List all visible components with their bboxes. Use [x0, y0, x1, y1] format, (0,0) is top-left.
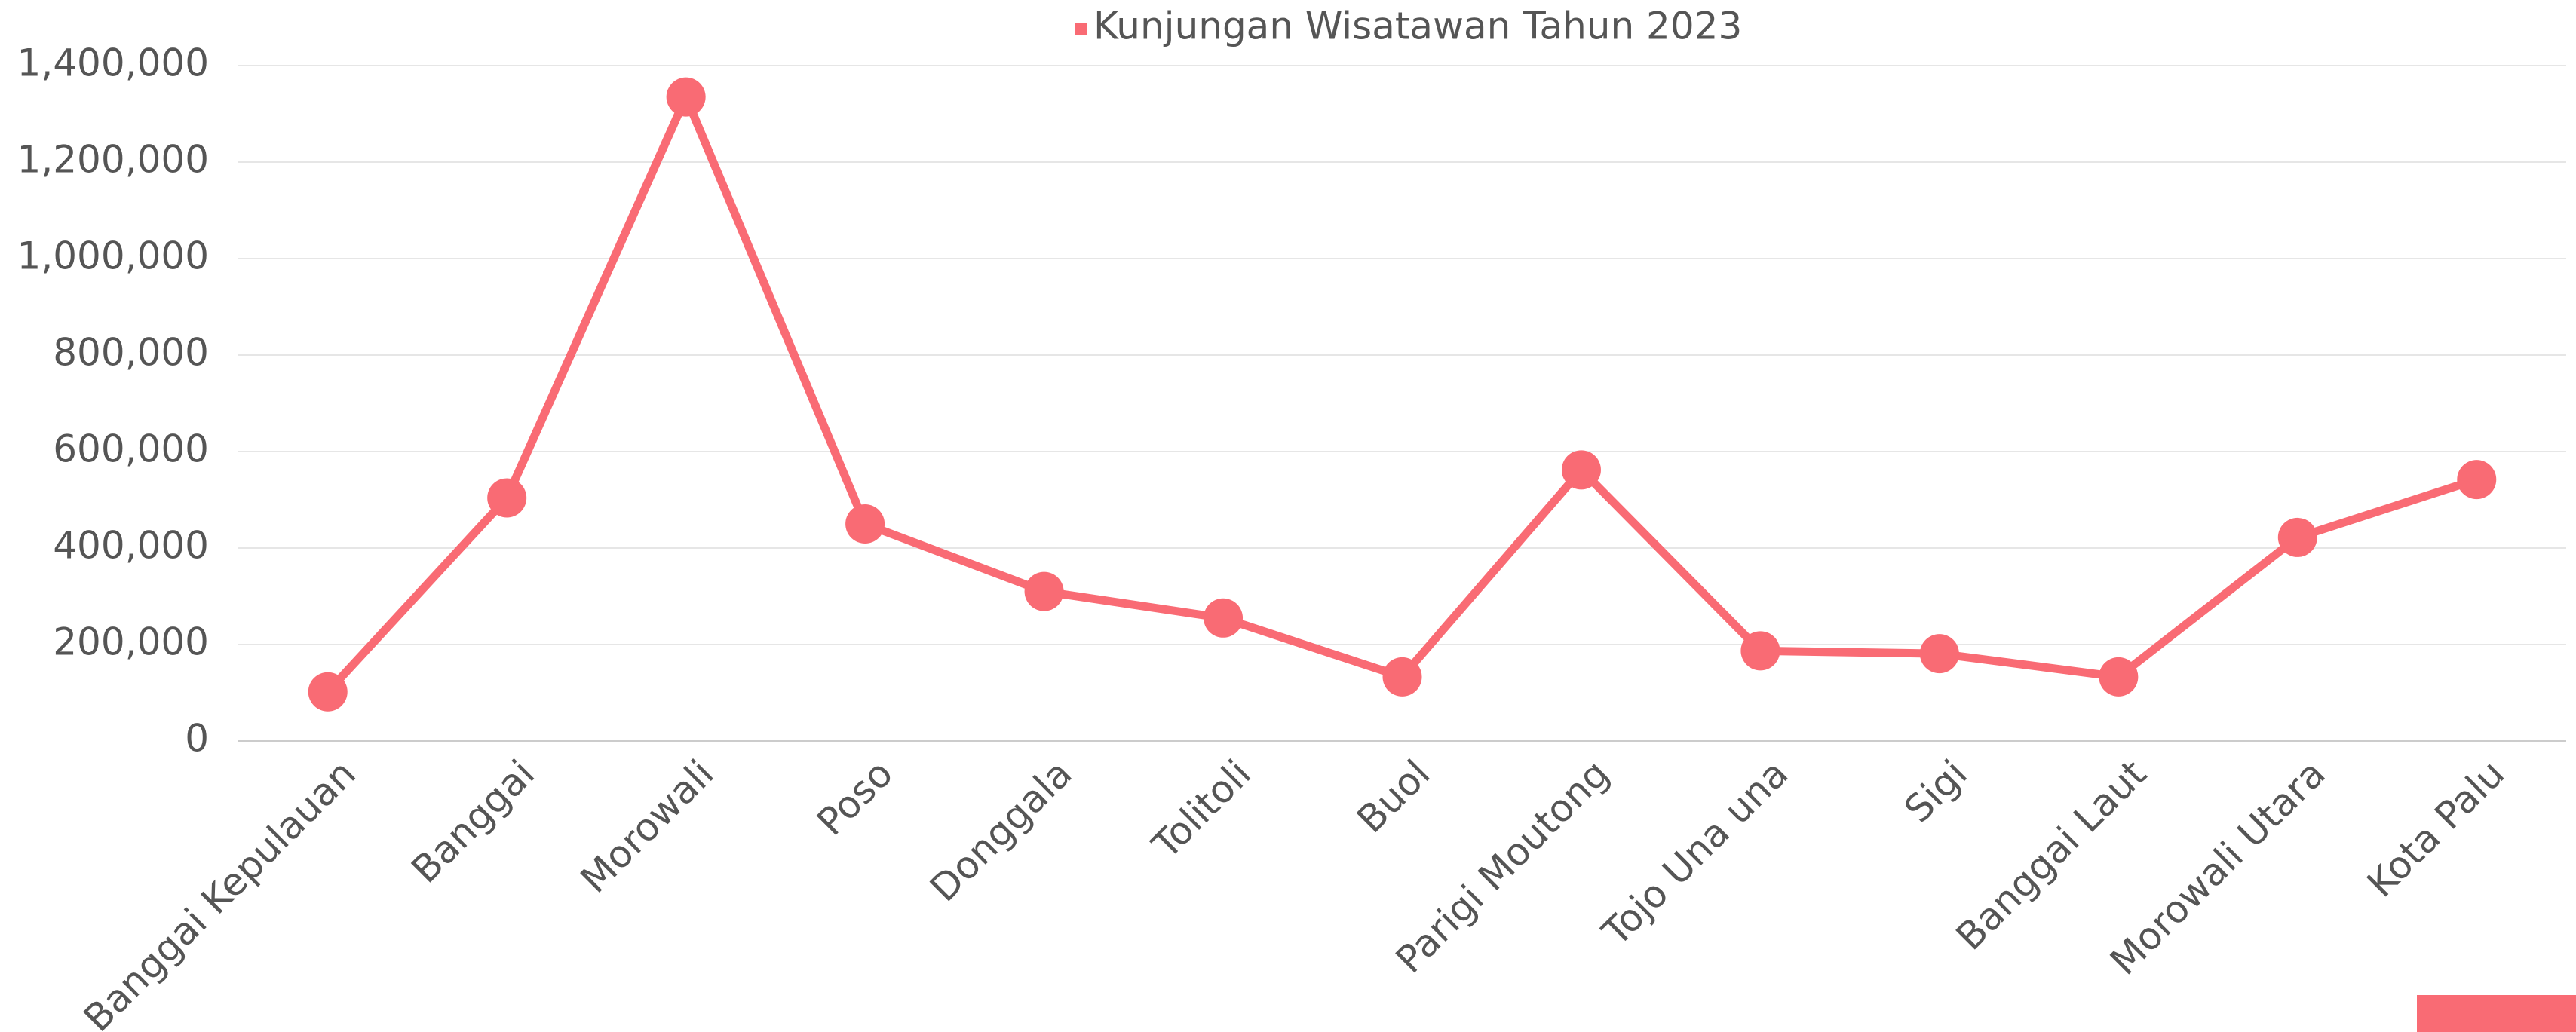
marker	[1561, 450, 1601, 490]
y-tick-label: 1,400,000	[17, 41, 209, 85]
marker	[2457, 460, 2497, 500]
marker	[1382, 657, 1422, 697]
legend-label: Kunjungan Wisatawan Tahun 2023	[1093, 5, 1742, 48]
legend-swatch	[1075, 23, 1087, 35]
marker	[308, 672, 348, 712]
x-tick-label: Tolitoli	[1143, 752, 1259, 868]
marker	[1204, 598, 1244, 638]
x-tick-label: Poso	[808, 752, 901, 844]
y-tick-label: 600,000	[53, 427, 209, 471]
marker	[2099, 657, 2139, 697]
y-tick-label: 200,000	[53, 620, 209, 664]
y-tick-label: 0	[185, 717, 209, 761]
marker	[845, 504, 885, 544]
x-tick-label: Tojo Una una	[1593, 752, 1796, 954]
x-tick-label: Banggai Laut	[1948, 752, 2155, 959]
marker	[1919, 634, 1959, 674]
corner-decoration	[2417, 995, 2576, 1032]
x-tick-label: Sigi	[1896, 752, 1976, 831]
marker	[487, 478, 527, 518]
x-tick-label: Banggai	[403, 752, 544, 892]
y-tick-label: 800,000	[53, 331, 209, 375]
y-tick-label: 400,000	[53, 524, 209, 568]
x-tick-label: Banggai Kepulauan	[75, 752, 364, 1032]
y-tick-label: 1,200,000	[17, 138, 209, 182]
line	[324, 93, 2478, 695]
marker	[1740, 631, 1780, 671]
marker	[666, 77, 706, 117]
x-tick-label: Donggala	[922, 752, 1080, 910]
marker	[1024, 571, 1064, 611]
x-tick-label: Kota Palu	[2359, 752, 2513, 905]
x-tick-label: Buol	[1348, 752, 1438, 841]
x-tick-label: Morowali	[572, 752, 722, 902]
marker	[2277, 517, 2317, 557]
y-tick-label: 1,000,000	[17, 234, 209, 278]
